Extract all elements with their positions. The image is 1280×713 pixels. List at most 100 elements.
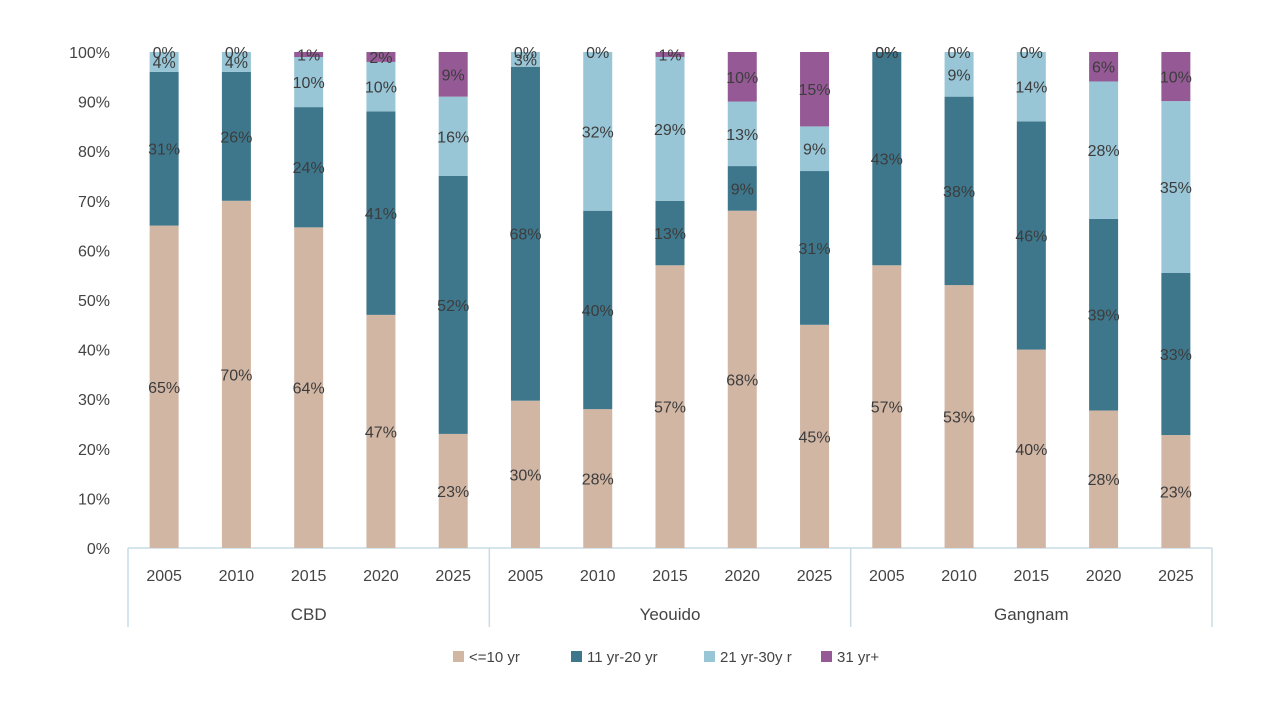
data-label: 0% (153, 45, 176, 62)
bar-segment (438, 433, 468, 548)
bar-segment (1161, 52, 1191, 102)
data-label: 28% (582, 472, 614, 489)
data-label: 3% (514, 52, 537, 69)
bar-segment (800, 52, 830, 127)
data-label: 70% (220, 367, 252, 384)
bar-segment (944, 96, 974, 286)
bar-segment (727, 52, 757, 102)
axis-layer: 0% 10% 20% 30% 40% 50% 60% 70% 80% 90% 100% 2005 201… (69, 45, 1213, 627)
x-tick-label: 2010 (219, 568, 255, 585)
y-tick-label: 30% (78, 392, 110, 409)
legend-label: 31 yr+ (837, 649, 879, 666)
bar-segment (583, 52, 613, 211)
bar-segment (655, 200, 685, 266)
bar-segment (1016, 349, 1046, 548)
bar-segment (944, 285, 974, 548)
x-tick-label: 2015 (291, 568, 327, 585)
data-label: 31% (799, 241, 831, 258)
bar-segment (438, 96, 468, 176)
x-tick-label: 2020 (1086, 568, 1122, 585)
bar-segment (1089, 81, 1119, 219)
data-label: 41% (365, 206, 397, 223)
data-label: 40% (582, 303, 614, 320)
group-label: Yeouido (640, 605, 701, 624)
data-label: 47% (365, 424, 397, 441)
bar-segment (149, 71, 179, 226)
data-label: 10% (293, 75, 325, 92)
bar-segment (655, 52, 685, 57)
y-tick-label: 10% (78, 491, 110, 508)
data-label: 0% (586, 45, 609, 62)
bar-segment (366, 61, 396, 112)
data-label: 14% (1015, 80, 1047, 97)
x-tick-label: 2010 (941, 568, 977, 585)
legend-swatch (571, 651, 582, 662)
x-tick-label: 2015 (1014, 568, 1050, 585)
x-tick-label: 2020 (724, 568, 760, 585)
y-tick-label: 0% (87, 541, 110, 558)
bar-segment (438, 176, 468, 434)
data-label: 9% (803, 142, 826, 159)
bar-segment (221, 71, 251, 201)
bar-segment (1089, 218, 1119, 411)
bar-segment (1161, 435, 1191, 548)
data-label: 52% (437, 298, 469, 315)
data-label: 0% (875, 45, 898, 62)
y-tick-label: 60% (78, 243, 110, 260)
data-label: 2% (369, 50, 392, 67)
bar-segment (800, 324, 830, 548)
bar-segment (800, 171, 830, 325)
data-label: 32% (582, 124, 614, 141)
bar-segment (727, 101, 757, 167)
data-label: 13% (726, 127, 758, 144)
legend-label: <=10 yr (469, 649, 520, 666)
data-label: 30% (509, 467, 541, 484)
bar-segment (294, 107, 324, 228)
data-label: 24% (293, 160, 325, 177)
y-tick-label: 50% (78, 293, 110, 310)
x-tick-label: 2025 (797, 568, 833, 585)
bar-segment (149, 225, 179, 548)
legend-label: 21 yr-30y r (720, 649, 792, 666)
data-label: 0% (948, 45, 971, 62)
data-label: 0% (514, 45, 537, 62)
bar-segment (510, 52, 540, 67)
bar-segment (944, 52, 974, 97)
bar-segment (1016, 121, 1046, 350)
x-tick-label: 2020 (363, 568, 399, 585)
data-label: 9% (948, 67, 971, 84)
data-label: 57% (871, 400, 903, 417)
x-tick-label: 2005 (146, 568, 182, 585)
data-labels-layer: 65%31%4%0%70%26%4%0%64%24%10%1%47%41%10%… (148, 45, 1192, 502)
bar-segment (510, 66, 540, 401)
bar-segment (294, 57, 324, 108)
data-label: 13% (654, 226, 686, 243)
data-label: 23% (1160, 485, 1192, 502)
bar-segment (1016, 52, 1046, 122)
bar-segment (727, 166, 757, 211)
bar-segment (221, 52, 251, 72)
x-tick-label: 2015 (652, 568, 688, 585)
data-label: 45% (799, 429, 831, 446)
data-label: 0% (875, 45, 898, 62)
data-label: 9% (442, 67, 465, 84)
data-label: 39% (1088, 308, 1120, 325)
data-label: 31% (148, 142, 180, 159)
data-label: 35% (1160, 180, 1192, 197)
bar-segment (655, 265, 685, 548)
bar-segment (294, 52, 324, 58)
bar-segment (510, 400, 540, 548)
data-label: 43% (871, 152, 903, 169)
bar-segment (1161, 272, 1191, 436)
x-tick-label: 2025 (1158, 568, 1194, 585)
data-label: 68% (726, 372, 758, 389)
bars-layer (149, 52, 1191, 549)
bar-segment (294, 227, 324, 549)
data-label: 26% (220, 129, 252, 146)
y-tick-label: 80% (78, 144, 110, 161)
x-tick-label: 2005 (508, 568, 544, 585)
data-label: 53% (943, 410, 975, 427)
y-tick-label: 70% (78, 194, 110, 211)
